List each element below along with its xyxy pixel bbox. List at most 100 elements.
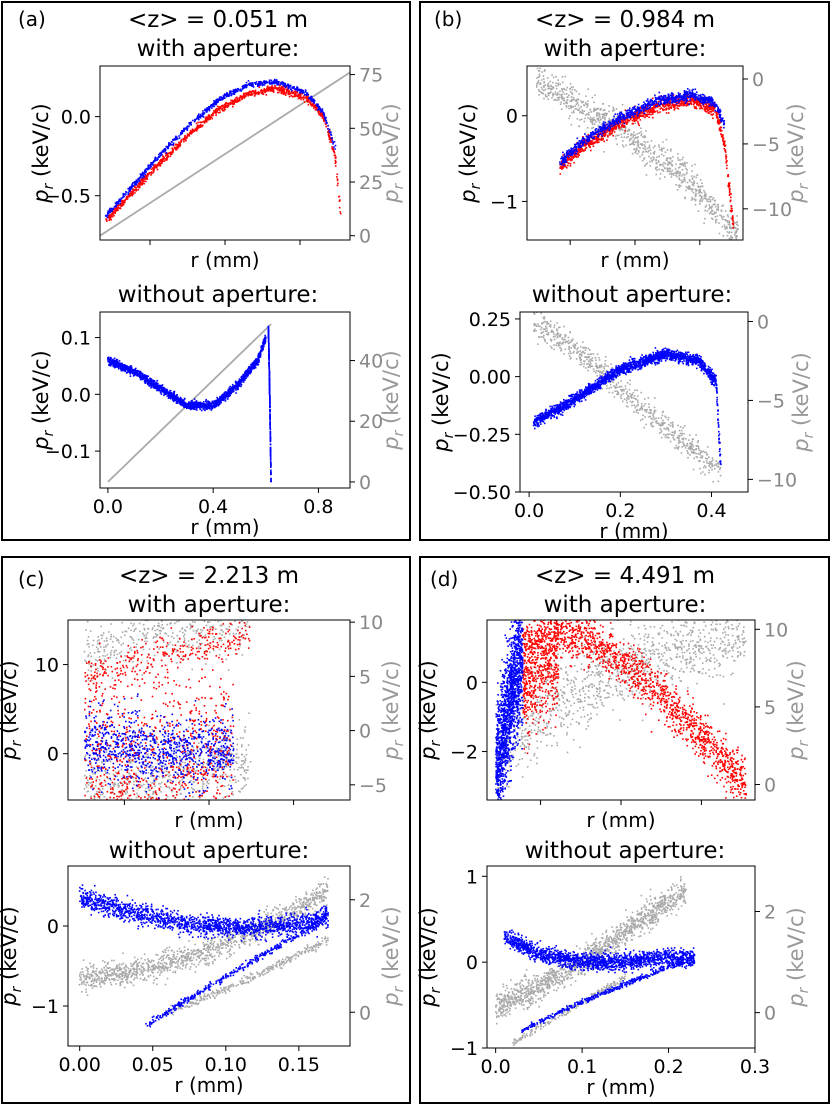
point [160,151,163,154]
point [607,120,609,123]
point [321,110,324,112]
point [267,85,269,88]
point [608,105,610,107]
point [224,108,227,111]
point [224,93,226,95]
point [215,102,218,105]
point [256,83,259,85]
point [256,85,259,87]
point [566,102,569,104]
point [230,94,233,97]
point [672,173,674,175]
panel-tag-a: (a) [18,7,46,31]
xtick-label-a-without-1: 0.4 [198,496,228,518]
point [155,383,158,386]
point [191,402,193,404]
point [213,110,215,112]
point [165,154,168,156]
point [109,214,111,217]
point [143,380,146,383]
point [594,109,597,111]
point [149,167,151,169]
point [667,163,669,165]
point [552,86,555,89]
point [329,141,331,143]
point [107,213,109,215]
point [250,90,253,93]
point [204,407,206,409]
point [269,88,271,91]
point [552,92,554,95]
point [669,161,672,164]
point [141,378,144,381]
point [224,94,226,96]
point [185,139,187,142]
point [183,137,185,140]
point [171,397,174,400]
point [150,163,152,165]
point [606,139,608,141]
point [168,144,170,147]
point [240,385,242,388]
point [685,189,687,192]
point [257,83,260,85]
point [659,177,661,180]
point [636,153,639,155]
point [139,375,142,377]
point [172,148,174,151]
point [597,118,599,121]
point [129,192,131,195]
point [684,165,686,168]
point [718,127,721,130]
point [646,147,649,150]
point [245,81,248,84]
point [645,150,647,152]
point [719,214,721,217]
point [652,158,655,161]
y2tick-label-a-with-2: 50 [359,118,383,140]
point [671,160,673,162]
point [184,405,187,407]
point [264,334,266,337]
point [122,364,124,367]
point [175,400,178,403]
point [318,114,321,116]
point [131,191,133,194]
point [620,110,623,113]
ylabel2-a-without: pr (keV/c) [379,350,407,451]
point [158,155,161,158]
point [170,394,172,397]
point [184,403,186,406]
point [262,340,265,343]
point [161,384,164,386]
point [287,86,289,88]
point [305,95,308,98]
point [726,220,728,222]
point [126,195,129,198]
point [211,105,214,107]
series-a-without-blue-edge [267,325,272,483]
point [258,359,260,362]
point [269,426,271,429]
point [173,147,176,149]
point [273,80,276,82]
point [297,94,299,96]
point [180,402,182,404]
point [537,79,540,82]
point [674,172,676,174]
point [169,393,171,395]
point [160,154,162,156]
point [664,163,667,165]
point [268,355,270,358]
point [691,170,693,172]
point [269,430,272,433]
point [300,96,302,99]
point [596,107,599,110]
point [244,379,246,381]
point [571,92,573,94]
point [697,192,700,194]
point [207,108,209,110]
point [180,404,182,406]
point [716,204,719,206]
point [268,343,270,346]
